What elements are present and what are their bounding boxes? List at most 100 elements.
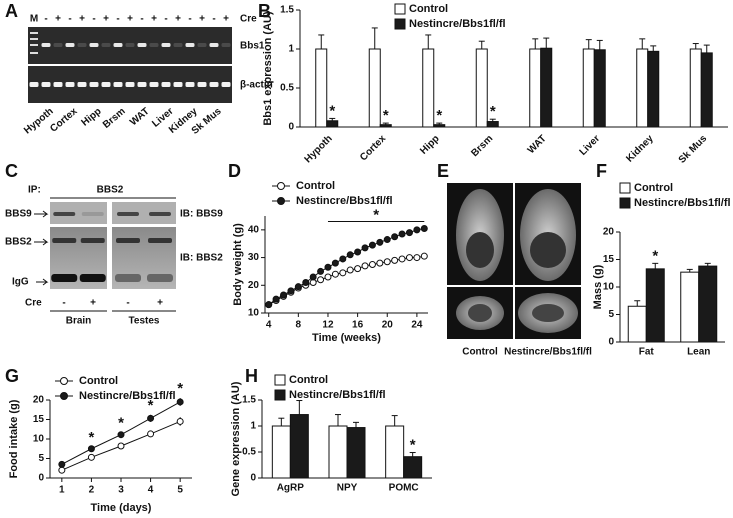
gel-band (77, 82, 87, 87)
marker (117, 431, 125, 439)
lane-label: - (212, 14, 215, 25)
gel-band (89, 43, 99, 47)
gel-band (161, 82, 171, 87)
x-tick-label: Liver (578, 133, 603, 158)
x-tick-label: Kidney (624, 133, 656, 165)
marker (87, 445, 95, 453)
panel-label: A (5, 1, 18, 21)
marker (368, 241, 376, 249)
gel-band (89, 82, 99, 87)
x-tick-label: Cortex (358, 133, 388, 163)
significance-mark: * (88, 429, 94, 446)
bar (403, 456, 423, 479)
marker (368, 261, 376, 268)
blot-band (148, 238, 172, 243)
gel-band (29, 82, 39, 87)
gel-band (221, 82, 231, 87)
bar (379, 124, 392, 128)
lane-label: + (151, 14, 157, 25)
lane-label: + (199, 14, 205, 25)
significance-mark: * (177, 380, 183, 397)
marker (398, 230, 406, 238)
tissue-label: Cortex (48, 106, 80, 135)
marker (58, 460, 66, 468)
marker (420, 224, 428, 232)
y-tick-label: 1 (288, 44, 294, 55)
marker (317, 276, 325, 284)
legend-swatch (619, 182, 631, 194)
panel-label: G (5, 366, 19, 386)
lane-label: + (223, 14, 229, 25)
gel-band (30, 44, 38, 46)
lane-label: - (116, 14, 119, 25)
x-tick-label: WAT (526, 133, 549, 156)
y-tick-label: 5 (608, 309, 614, 320)
gel-band (77, 43, 87, 47)
x-tick-label: 24 (411, 320, 423, 331)
marker (391, 233, 399, 241)
blot-image (50, 202, 107, 224)
bar (698, 265, 718, 343)
marker (147, 430, 155, 438)
bar (326, 120, 339, 128)
legend-marker (277, 182, 285, 190)
marker (354, 265, 362, 273)
marker (58, 466, 66, 474)
legend-marker (277, 197, 285, 205)
y-tick-label: 30 (248, 252, 260, 263)
y-tick-label: 10 (603, 282, 615, 293)
gel-band (101, 82, 111, 87)
lane-label: + (127, 14, 133, 25)
lane-label: + (79, 14, 85, 25)
gel-band (173, 43, 183, 47)
x-axis-label: Time (days) (91, 502, 152, 514)
bar (486, 121, 499, 128)
gel-band (65, 43, 75, 47)
y-tick-label: 1.5 (280, 5, 294, 16)
marker (176, 417, 184, 425)
x-tick-label: AgRP (277, 483, 305, 494)
bar (645, 268, 665, 343)
ib-label: IB: BBS2 (180, 253, 223, 264)
panel-label: D (228, 161, 241, 181)
y-tick-label: 1 (250, 421, 256, 432)
bar (529, 48, 542, 128)
marker (354, 248, 362, 256)
x-tick-label: 1 (59, 485, 65, 496)
bar (422, 48, 435, 128)
bar (315, 48, 328, 128)
series-line (268, 227, 425, 306)
marker (280, 291, 288, 299)
gel-band (137, 43, 147, 47)
significance-mark: * (148, 397, 154, 414)
y-tick-label: 5 (38, 453, 44, 464)
marker (383, 236, 391, 244)
y-tick-label: 0.5 (242, 447, 256, 458)
y-tick-label: 20 (33, 395, 45, 406)
group-label: Control (462, 347, 498, 358)
panel-label: H (245, 366, 258, 386)
significance-mark: * (652, 247, 658, 264)
legend-label: Nestincre/Bbs1fl/fl (634, 197, 731, 209)
marker (317, 267, 325, 275)
panel-label: B (258, 1, 271, 21)
lane-label: M (30, 14, 38, 25)
x-tick-label: 4 (266, 320, 272, 331)
tissue-label: WAT (128, 106, 152, 128)
blot-image (112, 202, 176, 224)
ip-label: IP: (28, 185, 41, 196)
marker (413, 254, 421, 262)
y-tick-label: 40 (248, 224, 260, 235)
gel-band (221, 43, 231, 47)
x-tick-label: POMC (389, 483, 419, 494)
lane-label: + (103, 14, 109, 25)
bar (271, 425, 291, 479)
bar (475, 48, 488, 128)
x-axis-label: Time (weeks) (312, 332, 381, 344)
legend-label: Nestincre/Bbs1fl/fl (289, 389, 386, 401)
legend-marker (60, 392, 68, 400)
gel-band (185, 43, 195, 47)
arrow (34, 238, 49, 246)
legend-label: Control (409, 3, 448, 15)
ip-antibody: BBS2 (97, 185, 124, 196)
